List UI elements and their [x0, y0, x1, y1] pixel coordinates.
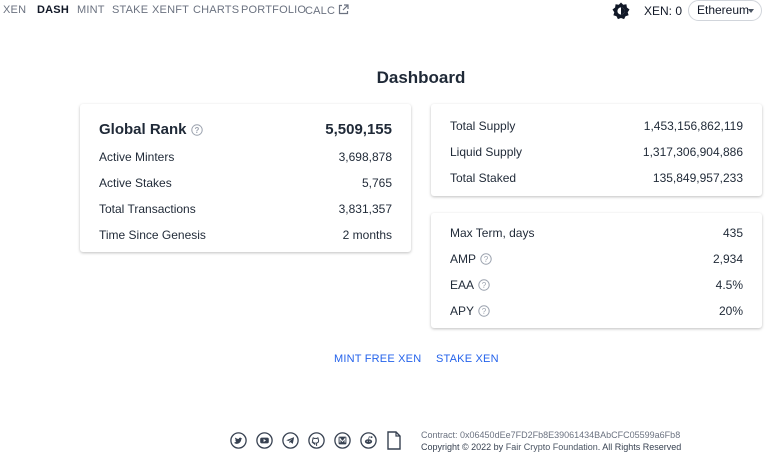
supply-row: Total Staked 135,849,957,233	[450, 171, 743, 191]
network-select-value: Ethereum	[697, 3, 750, 17]
nav-mint[interactable]: MINT	[77, 4, 105, 16]
param-value: 20%	[718, 304, 743, 318]
params-card: Max Term, days 435 AMP? 2,934 EAA? 4.5% …	[431, 213, 762, 328]
global-stats-card: Global Rank? 5,509,155 Active Minters 3,…	[80, 104, 411, 252]
stat-value: 3,831,357	[338, 202, 392, 216]
nav-xenft[interactable]: XENFT	[152, 4, 190, 16]
copyright-line: Copyright © 2022 by Fair Crypto Foundati…	[421, 442, 681, 452]
supply-label: Total Supply	[450, 119, 516, 133]
theme-toggle-icon[interactable]	[612, 2, 630, 20]
supply-card: Total Supply 1,453,156,862,119 Liquid Su…	[431, 104, 762, 196]
mint-free-xen-link[interactable]: MINT FREE XEN	[334, 353, 422, 365]
param-value: 4.5%	[715, 278, 743, 292]
param-label: AMP	[450, 252, 477, 266]
param-row: Max Term, days 435	[450, 226, 743, 246]
stat-value: 3,698,878	[338, 150, 392, 164]
stat-row: Total Transactions 3,831,357	[99, 202, 392, 222]
global-rank-value: 5,509,155	[325, 121, 392, 138]
stat-value: 2 months	[342, 228, 392, 242]
medium-icon[interactable]	[334, 432, 351, 449]
page-title: Dashboard	[376, 68, 466, 87]
help-circle-icon[interactable]: ?	[478, 279, 490, 291]
stat-label: Active Minters	[99, 150, 175, 164]
help-circle-icon[interactable]: ?	[478, 305, 490, 317]
svg-text:?: ?	[194, 126, 199, 135]
nav-calc[interactable]: CALC	[305, 4, 349, 17]
stat-label: Time Since Genesis	[99, 228, 206, 242]
stat-row: Time Since Genesis 2 months	[99, 228, 392, 248]
param-label-wrap: EAA?	[450, 278, 490, 292]
copyright-prefix: Copyright © 2022 by	[421, 442, 504, 452]
supply-value: 1,453,156,862,119	[643, 119, 743, 133]
twitter-icon[interactable]	[230, 432, 247, 449]
nav-charts[interactable]: CHARTS	[193, 4, 240, 16]
supply-row: Total Supply 1,453,156,862,119	[450, 119, 743, 139]
supply-value: 135,849,957,233	[652, 171, 743, 185]
svg-text:?: ?	[484, 255, 489, 264]
param-label: Max Term, days	[450, 226, 535, 240]
global-rank-label-wrap: Global Rank?	[99, 121, 203, 138]
stat-label: Active Stakes	[99, 176, 172, 190]
network-select[interactable]: Ethereum	[688, 0, 762, 21]
github-icon[interactable]	[308, 432, 325, 449]
nav-xen[interactable]: XEN	[3, 4, 27, 16]
param-value: 435	[722, 226, 743, 240]
contract-address[interactable]: 0x06450dEe7FD2Fb8E39061434BAbCFC05599a6F…	[460, 430, 681, 440]
nav-stake[interactable]: STAKE	[112, 4, 149, 16]
global-rank-label: Global Rank	[99, 121, 187, 138]
xen-balance: XEN: 0	[644, 4, 683, 18]
external-link-icon	[339, 4, 349, 15]
chevron-down-icon	[748, 9, 754, 13]
param-label: EAA	[450, 278, 475, 292]
supply-row: Liquid Supply 1,317,306,904,886	[450, 145, 743, 165]
foundation-link[interactable]: Fair Crypto Foundation	[505, 442, 598, 452]
reddit-icon[interactable]	[360, 432, 377, 449]
contract-label: Contract:	[421, 430, 458, 440]
stat-row: Active Minters 3,698,878	[99, 150, 392, 170]
nav-dash[interactable]: DASH	[37, 4, 69, 16]
youtube-icon[interactable]	[256, 432, 273, 449]
telegram-icon[interactable]	[282, 432, 299, 449]
stat-label: Total Transactions	[99, 202, 196, 216]
param-row: APY? 20%	[450, 304, 743, 324]
stat-value: 5,765	[361, 176, 392, 190]
nav-calc-label: CALC	[305, 5, 336, 17]
param-label-wrap: AMP?	[450, 252, 492, 266]
supply-label: Total Staked	[450, 171, 517, 185]
param-value: 2,934	[712, 252, 743, 266]
copyright-suffix: . All Rights Reserved	[597, 442, 682, 452]
supply-value: 1,317,306,904,886	[642, 145, 743, 159]
contract-line: Contract: 0x06450dEe7FD2Fb8E39061434BAbC…	[421, 430, 680, 440]
svg-text:?: ?	[482, 281, 487, 290]
global-rank-row: Global Rank? 5,509,155	[99, 121, 392, 143]
top-nav: XEN DASH MINT STAKE XENFT CHARTS PORTFOL…	[0, 0, 768, 22]
supply-label: Liquid Supply	[450, 145, 523, 159]
help-circle-icon[interactable]: ?	[480, 253, 492, 265]
param-label-wrap: APY?	[450, 304, 490, 318]
stake-xen-link[interactable]: STAKE XEN	[436, 353, 499, 365]
nav-portfolio[interactable]: PORTFOLIO	[241, 4, 307, 16]
param-row: EAA? 4.5%	[450, 278, 743, 298]
stat-row: Active Stakes 5,765	[99, 176, 392, 196]
help-circle-icon[interactable]: ?	[190, 124, 203, 136]
document-icon[interactable]	[386, 431, 402, 450]
param-label: APY	[450, 304, 475, 318]
svg-text:?: ?	[482, 307, 487, 316]
param-row: AMP? 2,934	[450, 252, 743, 272]
